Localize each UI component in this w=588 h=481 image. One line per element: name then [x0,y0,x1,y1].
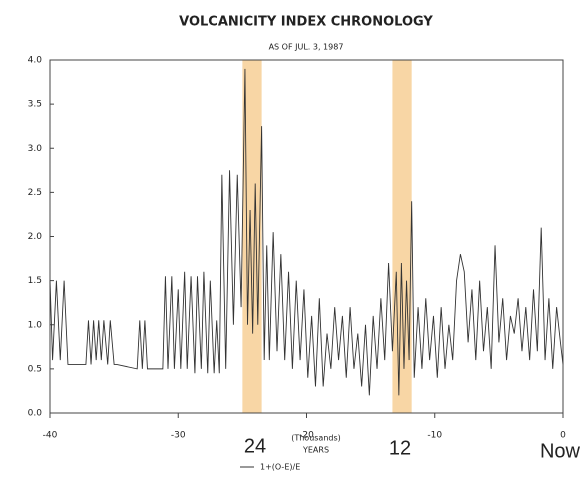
x-axis-label: YEARS [302,446,329,455]
y-tick-label: 0.0 [28,409,43,419]
annotation: Now [540,440,581,462]
data-line [49,68,564,396]
chart-subtitle: AS OF JUL. 3, 1987 [269,43,344,52]
x-tick-label: 0 [560,431,566,441]
x-axis-note: (Thousands) [291,434,341,443]
x-tick-label: -30 [171,431,186,441]
y-tick-label: 2.0 [28,232,43,242]
x-tick-label: -40 [43,431,58,441]
annotation: 24 [244,435,266,457]
plot-frame [49,59,564,414]
highlight-bands [242,60,412,413]
y-tick-label: 3.5 [28,100,42,110]
y-tick-label: 2.5 [28,188,42,198]
y-tick-label: 1.0 [28,320,43,330]
y-tick-label: 0.5 [28,364,42,374]
x-tick-label: -10 [427,431,442,441]
legend-label: 1+(O-E)/E [260,463,300,472]
y-tick-label: 4.0 [28,56,43,66]
annotation: 12 [389,437,411,459]
y-tick-label: 1.5 [28,276,42,286]
chart-title: VOLCANICITY INDEX CHRONOLOGY [179,15,433,30]
y-tick-label: 3.0 [28,144,43,154]
x-tick-label: -20 [299,431,314,441]
